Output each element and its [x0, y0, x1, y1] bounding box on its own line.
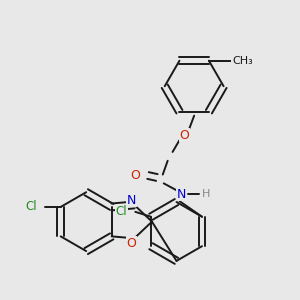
- Text: Cl: Cl: [116, 205, 127, 218]
- Text: O: O: [126, 237, 136, 250]
- Text: CH₃: CH₃: [232, 56, 253, 66]
- Text: H: H: [202, 189, 210, 199]
- Text: O: O: [130, 169, 140, 182]
- Text: Cl: Cl: [26, 200, 37, 213]
- Text: N: N: [127, 194, 136, 207]
- Text: N: N: [177, 188, 186, 201]
- Text: O: O: [179, 129, 189, 142]
